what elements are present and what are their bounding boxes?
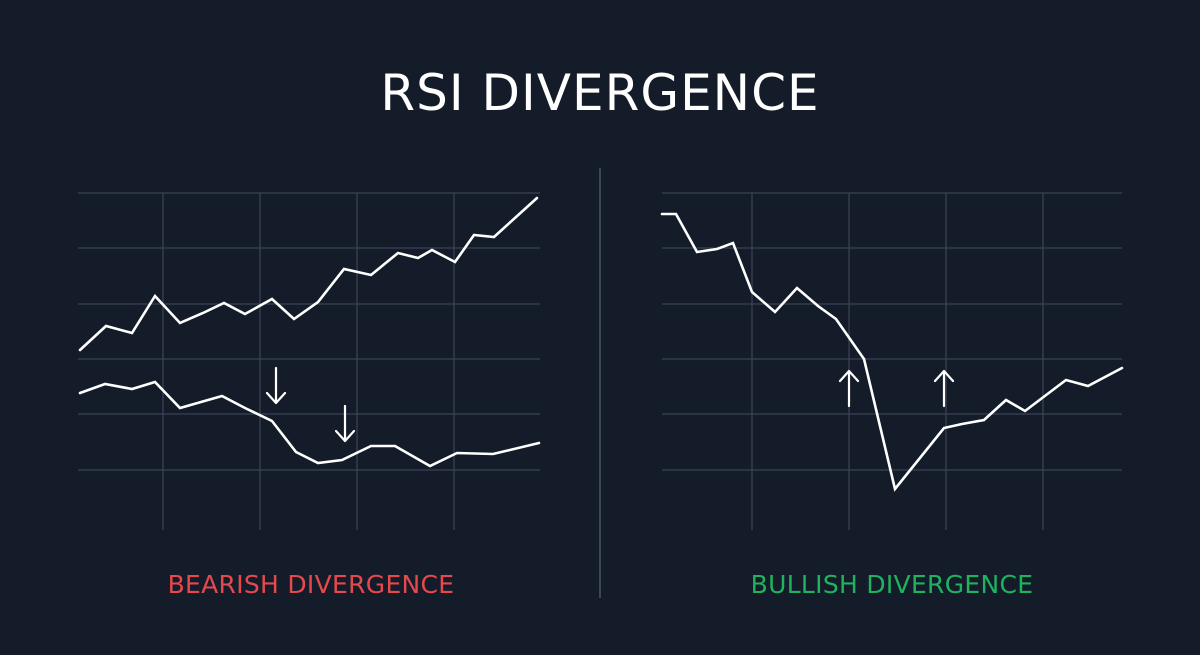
bearish-panel: BEARISH DIVERGENCE xyxy=(78,192,541,599)
down-arrow-icon xyxy=(334,404,356,443)
up-arrow-icon xyxy=(838,369,860,408)
bearish-price-line xyxy=(78,196,539,352)
bullish-price-line xyxy=(660,212,1124,492)
up-arrow-icon xyxy=(933,369,955,408)
page-title: RSI DIVERGENCE xyxy=(380,64,819,122)
down-arrow-icon xyxy=(265,366,287,405)
bearish-grid xyxy=(78,192,540,530)
bullish-caption: BULLISH DIVERGENCE xyxy=(751,570,1034,599)
bearish-rsi-line xyxy=(78,380,541,468)
bearish-caption: BEARISH DIVERGENCE xyxy=(168,570,455,599)
bullish-grid xyxy=(662,192,1122,530)
bullish-panel: BULLISH DIVERGENCE xyxy=(660,192,1124,599)
